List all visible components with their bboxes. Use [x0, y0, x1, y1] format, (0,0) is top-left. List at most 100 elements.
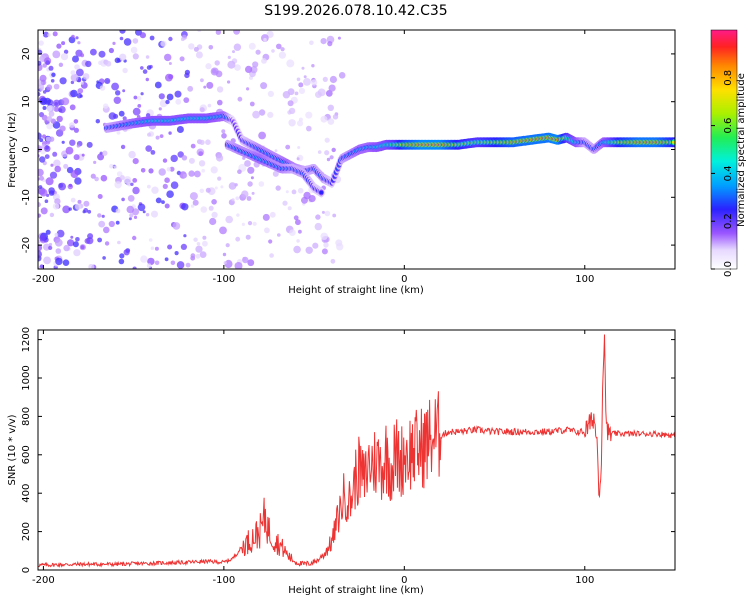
spectral-noise-blob: [246, 196, 252, 201]
spectral-noise-blob: [159, 134, 164, 139]
spectral-noise-blob: [39, 175, 44, 181]
spectral-noise-blob: [119, 53, 127, 61]
spectral-noise-blob: [38, 202, 41, 208]
spectral-noise-blob: [53, 159, 61, 167]
spectral-noise-blob: [164, 257, 169, 262]
spectral-noise-blob: [69, 139, 76, 146]
spectral-noise-blob: [216, 154, 224, 162]
colorbar-label: Normalized spectral amplitude: [736, 73, 747, 227]
spectral-noise-blob: [114, 181, 122, 189]
snr-y-label: SNR (10 * v/v): [7, 414, 18, 485]
spectral-noise-blob: [98, 60, 103, 65]
spectral-noise-blob: [105, 60, 112, 67]
spectral-noise-blob: [102, 150, 108, 156]
spectral-noise-blob: [233, 43, 242, 51]
spectral-noise-blob: [327, 118, 335, 125]
spectral-noise-blob: [120, 175, 125, 180]
spectral-noise-blob: [65, 146, 74, 155]
spectral-noise-blob: [260, 82, 268, 90]
spectral-noise-blob: [118, 258, 125, 265]
spectral-noise-blob: [140, 92, 144, 96]
spectral-noise-blob: [199, 251, 207, 258]
spectral-noise-blob: [288, 107, 296, 115]
spectral-noise-blob: [165, 73, 173, 82]
spectral-noise-blob: [271, 49, 275, 53]
spectral-noise-blob: [227, 60, 236, 69]
spectral-noise-blob: [205, 187, 211, 193]
spectral-noise-blob: [242, 156, 246, 160]
spectral-noise-blob: [298, 82, 304, 88]
colorbar: [710, 29, 738, 270]
spectral-noise-blob: [63, 163, 69, 169]
spectral-noise-blob: [297, 120, 304, 127]
spectral-noise-blob: [280, 47, 285, 52]
spectral-noise-blob: [52, 151, 58, 157]
spectral-noise-blob: [234, 64, 241, 71]
spectral-noise-blob: [250, 176, 254, 180]
spectral-noise-blob: [285, 190, 289, 194]
colorbar-tick-label: 0.6: [723, 118, 734, 134]
spectral-noise-blob: [130, 182, 134, 186]
spectral-noise-blob: [63, 244, 70, 252]
chart-title: S199.2026.078.10.42.C35: [264, 3, 447, 19]
spectral-noise-blob: [221, 133, 227, 139]
spectral-noise-blob: [267, 90, 274, 97]
spectral-noise-blob: [182, 173, 187, 178]
spectral-noise-blob: [162, 158, 168, 163]
spectral-noise-blob: [108, 112, 117, 120]
spectral-noise-blob: [146, 263, 152, 269]
spectral-noise-blob: [56, 115, 63, 123]
spectral-noise-blob: [164, 203, 170, 209]
spectral-noise-blob: [80, 53, 85, 58]
spectral-noise-blob: [298, 117, 303, 122]
spectral-noise-blob: [74, 177, 82, 185]
spectral-noise-blob: [55, 248, 62, 254]
spectral-noise-blob: [320, 38, 327, 45]
spectral-noise-blob: [120, 144, 126, 150]
spectral-noise-blob: [38, 40, 44, 46]
spectral-noise-blob: [77, 78, 82, 83]
colorbar-tick-label: 0.4: [723, 165, 734, 181]
spectral-noise-blob: [59, 77, 67, 85]
spectral-noise-blob: [117, 240, 121, 245]
spectral-noise-blob: [54, 198, 61, 205]
spectral-noise-blob: [103, 103, 109, 109]
spectral-noise-blob: [193, 237, 198, 242]
spectral-noise-blob: [184, 72, 190, 79]
spectral-noise-blob: [158, 93, 165, 100]
spectral-noise-blob: [172, 222, 181, 230]
spectral-noise-blob: [132, 107, 141, 116]
spectral-noise-blob: [194, 170, 201, 178]
spectral-noise-blob: [38, 244, 43, 252]
spectral-noise-blob: [51, 72, 56, 78]
spectral-noise-blob: [77, 199, 82, 204]
spectral-noise-blob: [132, 158, 139, 165]
spectral-noise-blob: [45, 136, 51, 142]
spectral-noise-blob: [232, 50, 235, 54]
spectral-noise-blob: [258, 109, 266, 116]
spectral-noise-blob: [263, 37, 267, 42]
spectral-ridge-core: [671, 140, 675, 144]
spectral-noise-blob: [234, 262, 243, 269]
spectral-noise-blob: [48, 187, 55, 194]
spectral-noise-blob: [269, 211, 276, 218]
spectral-noise-blob: [98, 220, 106, 228]
spectral-noise-blob: [188, 157, 195, 164]
spectral-noise-blob: [104, 78, 111, 84]
spectral-noise-blob: [325, 90, 333, 97]
spectral-noise-blob: [53, 106, 60, 112]
spectral-noise-blob: [55, 257, 63, 266]
spectral-noise-blob: [39, 188, 48, 197]
spectral-noise-blob: [147, 184, 151, 189]
spectral-noise-blob: [123, 38, 132, 46]
spectral-noise-blob: [305, 246, 313, 254]
colorbar-ticks: 0.0 0.2 0.4 0.6 0.8: [711, 70, 734, 277]
spectral-noise-blob: [46, 116, 53, 122]
spectral-noise-blob: [52, 50, 61, 59]
spectral-noise-blob: [258, 181, 265, 187]
spectral-noise-blob: [242, 256, 247, 261]
spectral-noise-blob: [151, 210, 158, 218]
spectral-noise-blob: [112, 41, 116, 46]
spectral-noise-blob: [116, 130, 121, 135]
spectral-noise-blob: [296, 157, 300, 161]
